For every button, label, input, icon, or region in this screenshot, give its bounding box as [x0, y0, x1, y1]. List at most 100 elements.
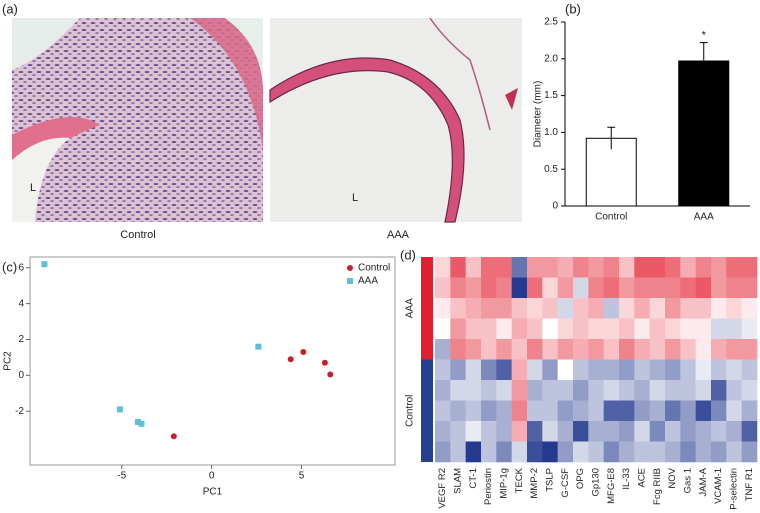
- heatmap-cell: [634, 421, 650, 442]
- heatmap-cell: [573, 400, 589, 422]
- heatmap-cell: [649, 298, 666, 319]
- heatmap-cell: [741, 318, 758, 340]
- heatmap-cell: [665, 318, 681, 340]
- heatmap-cell: [603, 400, 620, 422]
- heatmap-cell: [665, 257, 681, 278]
- panel-label: (d): [400, 247, 416, 262]
- heatmap-cell: [542, 400, 558, 422]
- heatmap-cell: [711, 359, 727, 381]
- heatmap-cell: [542, 318, 558, 340]
- x-tick-label: SLAM: [453, 468, 464, 494]
- legend-label: AAA: [358, 276, 378, 287]
- heatmap-cell: [711, 339, 727, 360]
- heatmap-cell: [588, 257, 604, 278]
- heatmap-cell: [695, 277, 712, 299]
- heatmap-cell: [603, 441, 620, 463]
- heatmap-cell: [527, 277, 543, 299]
- x-tick-label: OPG: [575, 468, 586, 489]
- heatmap-cell: [649, 380, 666, 401]
- legend-marker: [347, 265, 353, 271]
- heatmap-cell: [573, 441, 589, 463]
- heatmap-cell: [450, 298, 466, 319]
- heatmap-cell: [695, 380, 712, 401]
- heatmap-cell: [695, 298, 712, 319]
- heatmap-cell: [649, 441, 666, 463]
- lumen-label: L: [30, 182, 36, 194]
- heatmap-cell: [465, 421, 482, 442]
- heatmap-cell: [481, 257, 497, 278]
- y-axis-label: PC2: [3, 351, 14, 371]
- heatmap-cell: [573, 318, 589, 340]
- x-tick-label: MIP-1g: [499, 468, 510, 499]
- point: [170, 433, 177, 440]
- heatmap-cell: [680, 421, 696, 442]
- heatmap-cell: [450, 421, 466, 442]
- heatmap-cell: [741, 441, 758, 463]
- point: [134, 418, 141, 425]
- heatmap-cell: [588, 400, 604, 422]
- heatmap-cell: [465, 298, 482, 319]
- histology-control: [12, 18, 263, 222]
- heatmap-cell: [557, 400, 574, 422]
- heatmap-cell: [542, 298, 558, 319]
- heatmap-cell: [711, 277, 727, 299]
- y-tick-label: 0: [552, 201, 558, 212]
- heatmap-cell: [481, 421, 497, 442]
- x-tick-label: Control: [595, 212, 627, 223]
- heatmap-cell: [695, 400, 712, 422]
- x-tick-label: CT-1: [468, 468, 479, 489]
- x-tick-label: G-CSF: [560, 468, 571, 498]
- x-tick-label: Periostin: [483, 468, 494, 505]
- heatmap-cell: [741, 380, 758, 401]
- heatmap-cell: [634, 318, 650, 340]
- heatmap-cell: [588, 359, 604, 381]
- heatmap-cell: [680, 298, 696, 319]
- heatmap-cell: [542, 359, 558, 381]
- heatmap-cell: [665, 441, 681, 463]
- x-tick-label: MMP-2: [529, 468, 540, 499]
- y-tick-label: 0: [18, 370, 24, 381]
- heatmap-cell: [527, 298, 543, 319]
- heatmap-cell: [496, 298, 512, 319]
- heatmap-cell: [573, 421, 589, 442]
- heatmap-cell: [588, 421, 604, 442]
- bar: [585, 137, 637, 207]
- heatmap-cell: [435, 277, 451, 299]
- heatmap-cell: [465, 339, 482, 360]
- heatmap-cell: [435, 421, 451, 442]
- x-tick-label: ACE: [637, 468, 648, 488]
- heatmap-cell: [741, 359, 758, 381]
- heatmap-cell: [481, 380, 497, 401]
- heatmap-cell: [527, 400, 543, 422]
- heatmap-cell: [665, 380, 681, 401]
- heatmap-cell: [619, 339, 635, 360]
- heatmap-cell: [588, 441, 604, 463]
- point: [327, 371, 334, 378]
- heatmap-cell: [481, 359, 497, 381]
- heatmap-cell: [496, 257, 512, 278]
- heatmap-cell: [603, 257, 620, 278]
- heatmap-cell: [511, 400, 528, 422]
- heatmap-cell: [603, 421, 620, 442]
- heatmap-cell: [741, 257, 758, 278]
- heatmap-cell: [511, 359, 528, 381]
- y-tick-label: -2: [15, 406, 24, 417]
- y-tick-label: 0.5: [544, 164, 558, 175]
- histology-aaa: [269, 17, 522, 223]
- heatmap-cell: [465, 400, 482, 422]
- heatmap-cell: [634, 380, 650, 401]
- heatmap-cell: [680, 257, 696, 278]
- heatmap-cell: [496, 359, 512, 381]
- x-tick-label: Fcg RIIB: [652, 468, 663, 505]
- x-tick-label: TSLP: [545, 468, 556, 492]
- heatmap-cell: [450, 318, 466, 340]
- heatmap-cell: [680, 318, 696, 340]
- heatmap-cell: [450, 277, 466, 299]
- heatmap-cell: [527, 359, 543, 381]
- heatmap-cell: [542, 421, 558, 442]
- heatmap-cell: [649, 277, 666, 299]
- heatmap-cell: [741, 421, 758, 442]
- heatmap-cell: [634, 339, 650, 360]
- x-tick-label: VEGF R2: [437, 468, 448, 509]
- heatmap-cell: [726, 400, 742, 422]
